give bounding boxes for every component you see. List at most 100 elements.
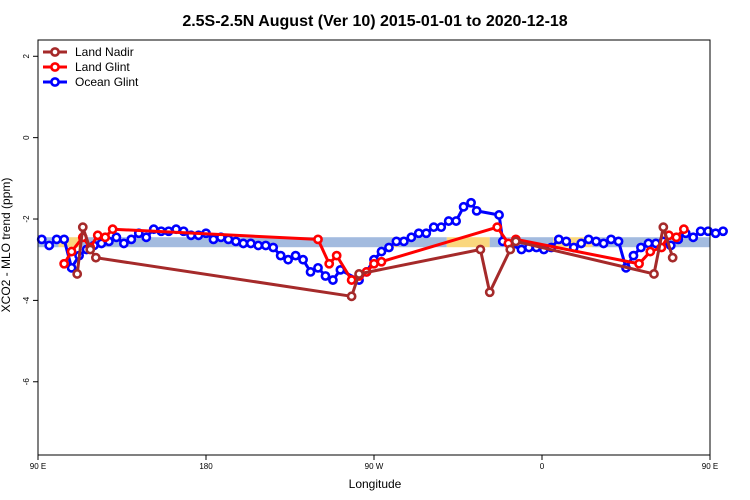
legend-item-ocean-glint: Ocean Glint bbox=[43, 75, 139, 89]
ocean-glint-point-10 bbox=[111, 232, 122, 243]
ocean-glint-point-47 bbox=[398, 236, 409, 247]
y-tick-label-3: -4 bbox=[22, 296, 31, 304]
land-glint-point-0 bbox=[59, 258, 70, 269]
land-nadir-point-9 bbox=[510, 236, 521, 247]
ocean-glint-point-0 bbox=[36, 234, 47, 245]
ocean-glint-point-57 bbox=[471, 205, 482, 216]
ocean-glint-point-50 bbox=[421, 228, 432, 239]
ocean-glint-point-71 bbox=[598, 238, 609, 249]
ocean-glint-point-83 bbox=[688, 232, 699, 243]
ocean-glint-point-55 bbox=[458, 201, 469, 212]
ocean-glint-point-1 bbox=[44, 240, 55, 251]
ocean-glint-point-72 bbox=[606, 234, 616, 245]
ocean-glint-point-54 bbox=[451, 216, 462, 226]
ocean-glint-point-14 bbox=[141, 232, 152, 243]
legend-item-land-nadir: Land Nadir bbox=[43, 45, 134, 59]
ocean-glint-point-25 bbox=[223, 234, 234, 245]
y-tick-label-1: 0 bbox=[22, 135, 31, 140]
land-nadir-point-7 bbox=[484, 287, 495, 298]
ocean-glint-point-38 bbox=[320, 271, 331, 281]
ocean-glint-point-46 bbox=[391, 236, 402, 247]
legend-label-land-nadir: Land Nadir bbox=[75, 45, 134, 59]
land-glint-point-22 bbox=[671, 232, 682, 243]
plot-series bbox=[36, 197, 728, 302]
series-land-glint bbox=[59, 222, 689, 285]
ocean-glint-point-87 bbox=[718, 226, 728, 237]
y-axis-label: XCO2 - MLO trend (ppm) bbox=[0, 178, 13, 313]
land-nadir-point-0 bbox=[72, 269, 83, 279]
land-glint-point-5 bbox=[100, 232, 111, 243]
ocean-glint-point-68 bbox=[576, 238, 587, 249]
ocean-glint-point-28 bbox=[245, 238, 256, 249]
ocean-glint-point-77 bbox=[643, 238, 654, 249]
plot-frame bbox=[37, 39, 711, 456]
ocean-glint-point-84 bbox=[695, 226, 706, 237]
ocean-glint-point-34 bbox=[290, 250, 301, 261]
ocean-glint-point-60 bbox=[516, 244, 527, 255]
legend-label-land-glint: Land Glint bbox=[75, 60, 130, 74]
ocean-glint-point-48 bbox=[406, 232, 417, 243]
legend-swatch-marker-land-nadir bbox=[50, 47, 60, 57]
ocean-glint-point-31 bbox=[268, 242, 279, 253]
ocean-glint-point-75 bbox=[628, 250, 639, 261]
ocean-glint-point-30 bbox=[260, 240, 271, 251]
x-tick-label-3: 0 bbox=[540, 462, 545, 471]
land-glint-point-23 bbox=[678, 224, 689, 235]
x-axis-label: Longitude bbox=[349, 477, 402, 491]
x-tick-label-4: 90 E bbox=[702, 462, 718, 471]
x-tick-label-2: 90 W bbox=[365, 462, 384, 471]
band-segment-1 bbox=[58, 237, 81, 248]
ocean-glint-point-51 bbox=[428, 222, 439, 233]
band-segment-4 bbox=[398, 237, 447, 248]
ocean-glint-point-52 bbox=[436, 222, 447, 233]
y-tick-label-4: -6 bbox=[22, 378, 31, 386]
y-tick-label-2: -2 bbox=[22, 215, 31, 223]
axes: 90 E 180 90 W 0 90 E 2 0 -2 -4 -6 bbox=[22, 54, 718, 471]
x-tick-label-1: 180 bbox=[199, 462, 213, 471]
ocean-glint-point-11 bbox=[118, 238, 129, 249]
legend-swatch-marker-land-glint bbox=[50, 62, 60, 72]
land-glint-point-9 bbox=[331, 250, 342, 261]
land-glint-point-10 bbox=[346, 275, 357, 285]
land-nadir-point-5 bbox=[354, 269, 364, 279]
ocean-glint-point-32 bbox=[275, 250, 286, 261]
ocean-glint-point-69 bbox=[583, 234, 594, 245]
ocean-glint-point-4 bbox=[66, 262, 77, 273]
ocean-glint-point-29 bbox=[253, 240, 264, 251]
ocean-glint-point-37 bbox=[313, 262, 323, 273]
land-glint-point-6 bbox=[107, 224, 118, 235]
band-segment-7 bbox=[553, 237, 593, 248]
land-nadir-point-2 bbox=[85, 244, 96, 255]
land-glint-point-13 bbox=[369, 258, 379, 269]
ocean-glint-point-3 bbox=[59, 234, 70, 245]
chart-title: 2.5S-2.5N August (Ver 10) 2015-01-01 to … bbox=[182, 13, 567, 30]
land-nadir-point-6 bbox=[475, 244, 486, 255]
ocean-glint-point-70 bbox=[591, 236, 602, 247]
ocean-glint-point-36 bbox=[305, 267, 316, 277]
ocean-glint-point-12 bbox=[126, 234, 137, 245]
y-tick-label-0: 2 bbox=[22, 54, 31, 59]
land-glint-point-8 bbox=[324, 258, 335, 269]
ocean-glint-point-39 bbox=[328, 275, 338, 285]
land-glint-point-4 bbox=[92, 230, 103, 241]
x-tick-label-0: 90 E bbox=[30, 462, 46, 471]
land-nadir-point-8 bbox=[505, 244, 516, 255]
ocean-glint-point-73 bbox=[613, 236, 624, 247]
ocean-glint-point-65 bbox=[553, 234, 564, 245]
land-nadir-point-11 bbox=[658, 222, 669, 233]
ocean-glint-point-66 bbox=[561, 236, 572, 247]
ocean-glint-point-2 bbox=[51, 234, 62, 245]
ocean-glint-point-23 bbox=[208, 234, 219, 245]
band-segment-5 bbox=[446, 237, 490, 248]
ocean-glint-point-26 bbox=[230, 236, 241, 247]
ocean-glint-point-44 bbox=[376, 246, 387, 257]
ocean-glint-point-45 bbox=[384, 242, 394, 253]
ocean-glint-point-53 bbox=[443, 216, 454, 226]
ocean-glint-point-85 bbox=[703, 226, 714, 237]
series-land-nadir bbox=[72, 222, 678, 302]
land-glint-point-18 bbox=[634, 258, 644, 269]
land-glint-point-14 bbox=[376, 256, 387, 267]
land-nadir-point-1 bbox=[77, 222, 88, 233]
